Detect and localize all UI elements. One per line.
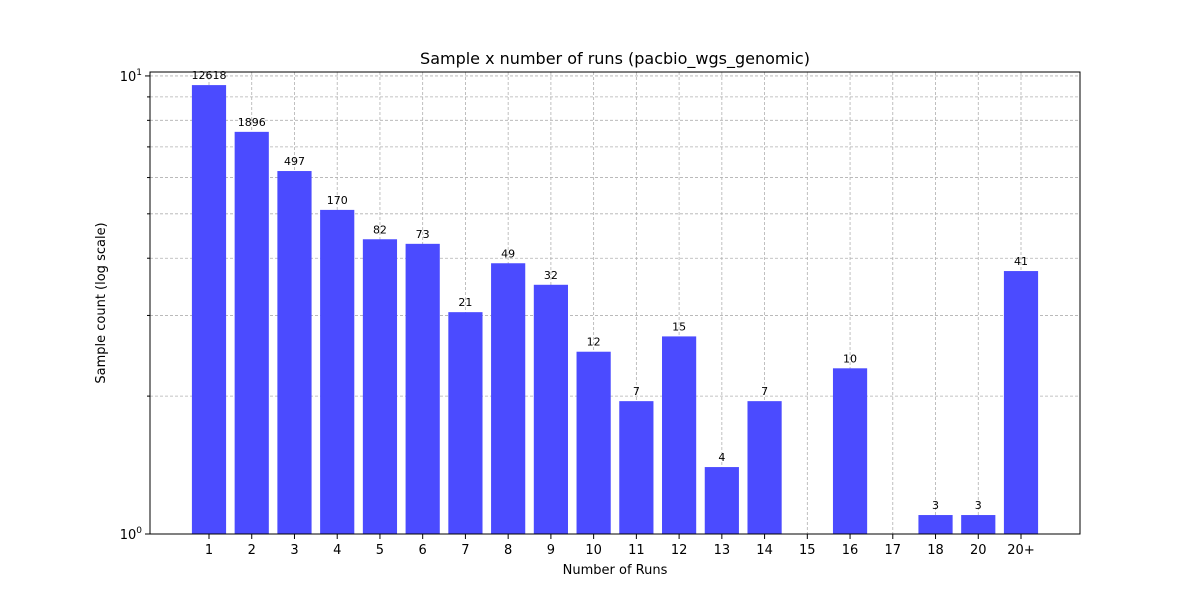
x-tick-label: 5 [376,543,384,558]
x-tick-label: 15 [799,543,816,558]
x-tick-label: 3 [290,543,298,558]
x-tick-label: 12 [671,543,688,558]
bar-2 [234,131,269,534]
y-axis-label: Sample count (log scale) [94,222,109,383]
bar-20 [961,515,996,534]
bar-11 [619,401,654,534]
x-tick-label: 9 [547,543,555,558]
bar-14 [747,401,782,534]
bar-5 [362,239,398,534]
bar-16 [832,368,868,534]
data-label: 15 [672,320,686,333]
x-tick-label: 10 [585,543,602,558]
data-label: 3 [975,499,982,512]
data-label: 32 [544,269,558,282]
x-axis-label: Number of Runs [563,563,668,578]
data-label: 3 [932,499,939,512]
x-tick-label: 2 [248,543,256,558]
bar-13 [704,467,739,534]
data-label: 82 [373,223,387,236]
bar-1 [191,85,227,535]
data-label: 10 [843,352,857,365]
x-tick-label: 13 [714,543,731,558]
data-label: 21 [458,296,472,309]
bar-6 [405,243,440,534]
bar-20+ [1003,271,1039,534]
data-label: 4 [718,451,725,464]
data-label: 49 [501,247,515,260]
x-tick-label: 16 [842,543,859,558]
plot-frame [149,71,1081,535]
x-tick-label: 11 [628,543,645,558]
bar-12 [662,336,697,534]
bar-9 [533,284,568,534]
data-label: 7 [633,385,640,398]
x-tick-label: 18 [927,543,944,558]
data-label: 12618 [192,69,227,82]
data-label: 7 [761,385,768,398]
data-label: 12 [587,336,601,349]
y-tick-label: 100 [120,526,143,543]
bar-10 [576,351,611,534]
x-tick-label: 20 [970,543,987,558]
x-tick-label: 1 [205,543,213,558]
bar-7 [448,312,483,534]
x-tick-label: 8 [504,543,512,558]
bar-4 [320,209,355,534]
bar-3 [277,171,312,534]
chart-title: Sample x number of runs (pacbio_wgs_geno… [420,49,810,69]
x-tick-label: 14 [756,543,773,558]
data-label: 170 [327,194,348,207]
x-tick-label: 4 [333,543,341,558]
data-label: 73 [416,228,430,241]
bars-layer [191,85,1039,535]
x-tick-label: 6 [419,543,427,558]
data-label: 497 [284,155,305,168]
bar-18 [918,515,953,534]
data-label: 1896 [238,116,266,129]
x-tick-label: 7 [461,543,469,558]
x-tick-label: 20+ [1007,543,1034,558]
x-tick-label: 17 [885,543,902,558]
bar-8 [491,263,526,534]
data-label: 41 [1014,255,1028,268]
y-tick-label: 101 [120,68,142,85]
